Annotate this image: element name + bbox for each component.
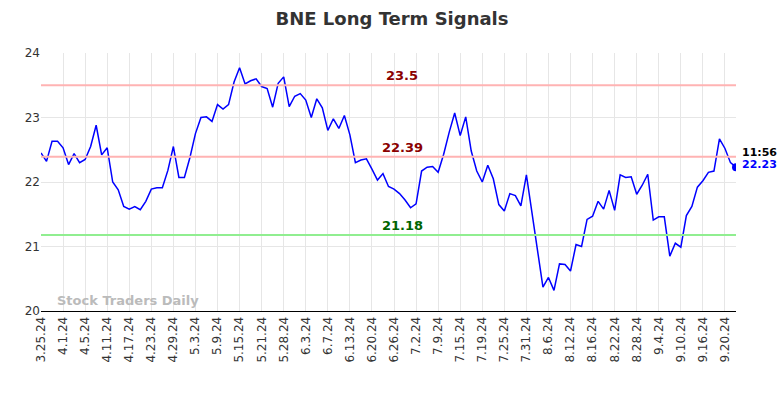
svg-text:4.5.24: 4.5.24	[78, 317, 92, 355]
svg-text:9.16.24: 9.16.24	[696, 317, 710, 363]
svg-text:24: 24	[25, 46, 40, 60]
svg-text:7.15.24: 7.15.24	[453, 317, 467, 363]
svg-text:22: 22	[25, 175, 40, 189]
svg-text:Stock Traders Daily: Stock Traders Daily	[57, 293, 199, 308]
svg-text:4.23.24: 4.23.24	[144, 317, 158, 363]
svg-text:5.15.24: 5.15.24	[232, 317, 246, 363]
svg-text:9.20.24: 9.20.24	[718, 317, 732, 363]
svg-text:7.31.24: 7.31.24	[519, 317, 533, 363]
svg-text:11:56: 11:56	[742, 146, 777, 159]
svg-text:7.19.24: 7.19.24	[475, 317, 489, 363]
svg-text:8.6.24: 8.6.24	[541, 317, 555, 355]
svg-text:21: 21	[25, 240, 40, 254]
svg-text:9.10.24: 9.10.24	[674, 317, 688, 363]
svg-text:3.25.24: 3.25.24	[34, 317, 48, 363]
svg-text:23: 23	[25, 111, 40, 125]
svg-text:4.11.24: 4.11.24	[100, 317, 114, 363]
svg-text:8.16.24: 8.16.24	[585, 317, 599, 363]
svg-text:4.1.24: 4.1.24	[56, 317, 70, 355]
svg-text:8.12.24: 8.12.24	[563, 317, 577, 363]
svg-text:7.25.24: 7.25.24	[497, 317, 511, 363]
svg-text:22.23: 22.23	[742, 158, 777, 171]
svg-text:6.13.24: 6.13.24	[343, 317, 357, 363]
svg-text:20: 20	[25, 304, 40, 318]
svg-text:4.29.24: 4.29.24	[166, 317, 180, 363]
svg-text:4.17.24: 4.17.24	[122, 317, 136, 363]
svg-text:6.7.24: 6.7.24	[321, 317, 335, 355]
svg-text:21.18: 21.18	[382, 218, 423, 233]
svg-text:22.39: 22.39	[382, 140, 423, 155]
svg-text:BNE Long Term Signals: BNE Long Term Signals	[275, 8, 508, 29]
svg-text:7.9.24: 7.9.24	[431, 317, 445, 355]
svg-text:5.3.24: 5.3.24	[188, 317, 202, 355]
svg-text:9.4.24: 9.4.24	[652, 317, 666, 355]
svg-text:6.20.24: 6.20.24	[365, 317, 379, 363]
svg-text:6.26.24: 6.26.24	[387, 317, 401, 363]
svg-text:5.28.24: 5.28.24	[277, 317, 291, 363]
svg-text:8.22.24: 8.22.24	[608, 317, 622, 363]
svg-text:8.28.24: 8.28.24	[630, 317, 644, 363]
svg-text:6.3.24: 6.3.24	[299, 317, 313, 355]
svg-text:23.5: 23.5	[386, 68, 418, 83]
svg-text:5.21.24: 5.21.24	[255, 317, 269, 363]
svg-text:7.2.24: 7.2.24	[409, 317, 423, 355]
svg-text:5.9.24: 5.9.24	[210, 317, 224, 355]
